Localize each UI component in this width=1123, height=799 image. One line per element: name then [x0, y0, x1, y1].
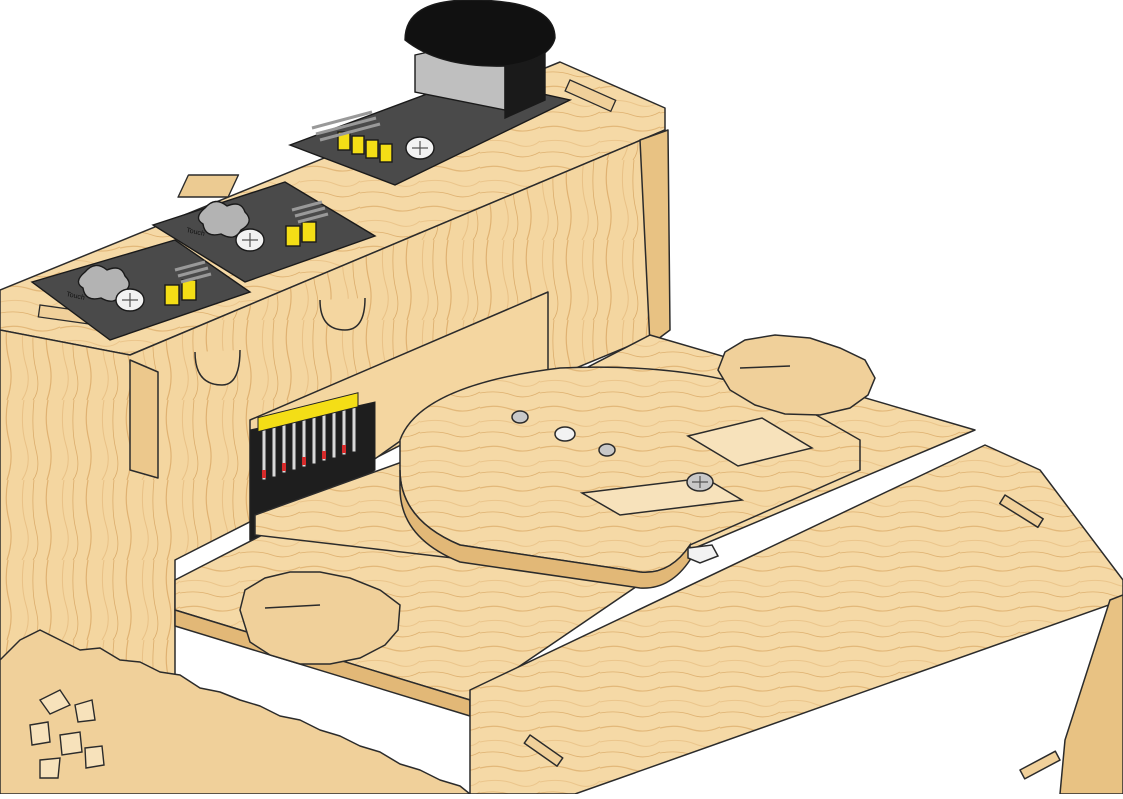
touch-module-1-label: Touch: [66, 291, 86, 302]
joystick-module: [288, 0, 573, 186]
front-panel-slot: [998, 494, 1044, 529]
screw-icon: [115, 288, 145, 312]
touch-pad-icon: [197, 200, 250, 238]
front-panel-side: [1059, 594, 1123, 795]
jumper-pins-2: [285, 200, 329, 247]
front-panel: [469, 444, 1123, 795]
jumper-pins-1: [164, 260, 212, 306]
touch-module-2: Touch: [151, 181, 377, 283]
tower-side-face: [639, 129, 671, 346]
track-side: [0, 629, 471, 795]
turntable-edge: [399, 469, 691, 589]
tower-slot-left: [129, 359, 159, 479]
jumper-pins-3: [311, 110, 393, 163]
touch-module-1: Touch: [30, 239, 252, 341]
thumbwheel-left: [239, 571, 401, 665]
front-panel-slot-low: [523, 734, 564, 767]
screw-icon: [405, 136, 435, 160]
wheel-hub: [29, 689, 105, 779]
tower-slot-right: [319, 297, 366, 331]
joystick-knob-icon: [404, 0, 556, 67]
front-panel-slot-side: [1019, 750, 1061, 780]
tower-slot-mid: [194, 349, 241, 386]
thumbwheel-right: [717, 334, 876, 416]
screw-icon: [511, 410, 714, 492]
tower-top-slot: [177, 174, 240, 198]
nut-icon: [687, 544, 720, 564]
screw-icon: [235, 228, 265, 252]
turntable-slot-right: [686, 417, 814, 467]
touch-module-2-label: Touch: [186, 227, 206, 238]
